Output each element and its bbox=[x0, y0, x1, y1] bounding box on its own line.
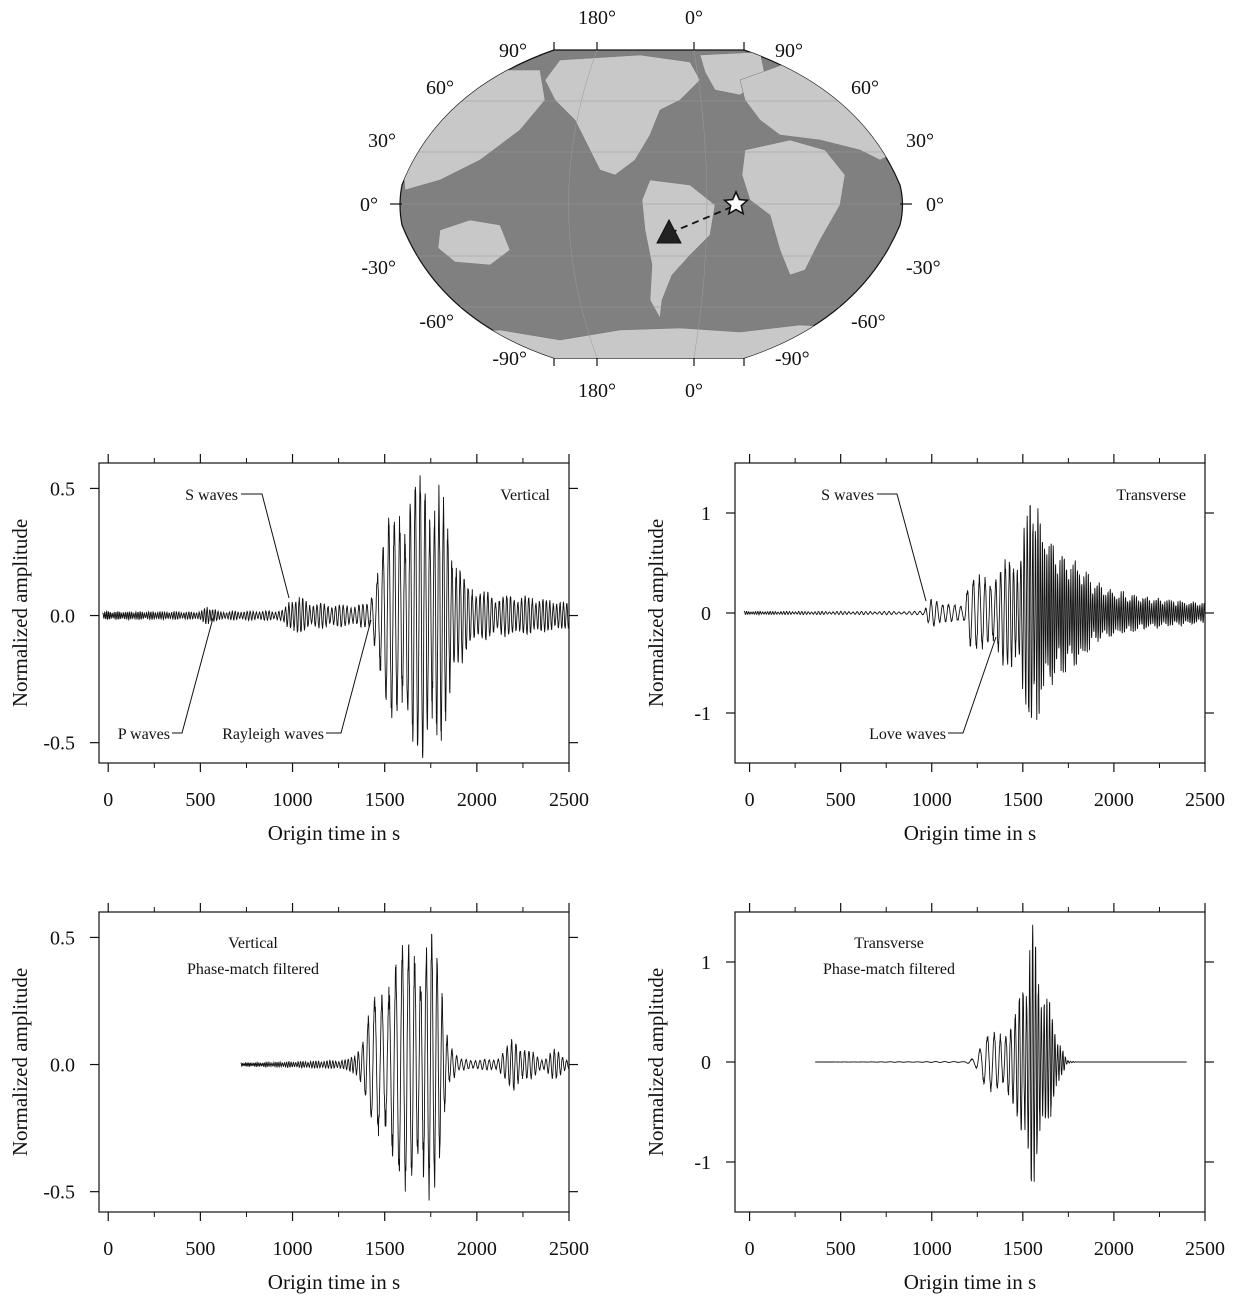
map-lat-right-minus30: -30° bbox=[906, 257, 941, 279]
panel-label-line2: Phase-match filtered bbox=[187, 961, 319, 978]
y-tick-label: -0.5 bbox=[43, 733, 75, 755]
x-tick-label: 500 bbox=[826, 1238, 856, 1260]
seismogram-trace bbox=[240, 933, 570, 1201]
y-tick-label: 1 bbox=[701, 503, 711, 525]
x-tick-label: 500 bbox=[185, 789, 215, 811]
panel-label: Transverse bbox=[1116, 487, 1186, 504]
x-axis-title: Origin time in s bbox=[904, 821, 1036, 845]
leader-love-waves bbox=[948, 636, 997, 734]
y-tick-label: 0.0 bbox=[50, 606, 75, 628]
annotation-rayleigh-waves: Rayleigh waves bbox=[222, 726, 324, 743]
map-lat-right-0: 0° bbox=[926, 194, 944, 216]
land-africa bbox=[741, 139, 846, 276]
x-tick-label: 1000 bbox=[912, 789, 952, 811]
x-tick-label: 1500 bbox=[365, 1238, 405, 1260]
y-axis-title: Normalized amplitude bbox=[8, 968, 32, 1156]
station-triangle-marker bbox=[656, 218, 682, 244]
map-lat-right-30: 30° bbox=[906, 130, 934, 152]
annotation-p-waves: P waves bbox=[118, 726, 170, 743]
map-lon-top-180: 180° bbox=[578, 7, 616, 29]
y-axis-title: Normalized amplitude bbox=[644, 519, 668, 707]
map-lat-right-minus90: -90° bbox=[775, 348, 810, 370]
x-tick-label: 2500 bbox=[1185, 1238, 1225, 1260]
map-lat-right-60: 60° bbox=[851, 77, 879, 99]
panel-label-line1: Transverse bbox=[854, 935, 924, 952]
y-tick-label: 0 bbox=[701, 603, 711, 625]
plot-frame bbox=[98, 911, 570, 1213]
epicenter-star-marker bbox=[722, 190, 750, 216]
map-lat-left-60: 60° bbox=[426, 77, 454, 99]
land-antarctica bbox=[419, 324, 881, 358]
x-tick-label: 0 bbox=[103, 1238, 113, 1260]
y-tick-label: 0.5 bbox=[50, 927, 75, 949]
y-tick-label: -1 bbox=[694, 1152, 711, 1174]
seismogram-trace bbox=[102, 475, 570, 759]
x-tick-label: 0 bbox=[103, 789, 113, 811]
map-lon-bottom-180: 180° bbox=[578, 380, 616, 402]
map-lat-left-90: 90° bbox=[499, 40, 527, 62]
x-tick-label: 500 bbox=[826, 789, 856, 811]
x-tick-label: 2000 bbox=[1094, 789, 1134, 811]
leader-p-waves bbox=[172, 617, 214, 734]
x-tick-label: 0 bbox=[745, 789, 755, 811]
annotation-s-waves: S waves bbox=[821, 487, 874, 504]
x-tick-label: 1000 bbox=[912, 1238, 952, 1260]
y-tick-label: -0.5 bbox=[43, 1182, 75, 1204]
panel-label-line2: Phase-match filtered bbox=[823, 961, 955, 978]
y-tick-label: 0.5 bbox=[50, 478, 75, 500]
annotation-love-waves: Love waves bbox=[869, 726, 946, 743]
x-tick-label: 2500 bbox=[549, 1238, 589, 1260]
x-tick-label: 2500 bbox=[1185, 789, 1225, 811]
map-tick-marks bbox=[390, 42, 912, 366]
land-australia bbox=[437, 219, 511, 266]
panel-transverse-filtered: Origin time in s Normalized amplitude Tr… bbox=[644, 903, 1225, 1294]
x-tick-label: 2000 bbox=[457, 789, 497, 811]
x-tick-label: 1000 bbox=[273, 1238, 313, 1260]
map-lon-bottom-0: 0° bbox=[685, 380, 703, 402]
leader-s-waves bbox=[877, 493, 927, 602]
x-tick-label: 2000 bbox=[1094, 1238, 1134, 1260]
map-lat-left-0: 0° bbox=[360, 194, 378, 216]
map-lat-right-minus60: -60° bbox=[851, 311, 886, 333]
map-lat-right-90: 90° bbox=[775, 40, 803, 62]
panel-vertical: Origin time in s Normalized amplitude Ve… bbox=[8, 454, 589, 845]
y-tick-label: 0 bbox=[701, 1052, 711, 1074]
x-tick-label: 0 bbox=[745, 1238, 755, 1260]
x-tick-label: 1500 bbox=[1003, 789, 1043, 811]
seismogram-trace bbox=[815, 924, 1187, 1182]
map-lat-left-minus90: -90° bbox=[492, 348, 527, 370]
panel-vertical-filtered: Origin time in s Normalized amplitude Ve… bbox=[8, 903, 589, 1294]
world-map: 180° 0° 180° 0° 90° 60° 30° 0° -30° -60°… bbox=[360, 7, 944, 402]
x-axis-title: Origin time in s bbox=[904, 1270, 1036, 1294]
map-lon-top-0: 0° bbox=[685, 7, 703, 29]
map-lat-left-minus60: -60° bbox=[419, 311, 454, 333]
y-axis-title: Normalized amplitude bbox=[644, 968, 668, 1156]
x-tick-label: 500 bbox=[185, 1238, 215, 1260]
x-tick-label: 2500 bbox=[549, 789, 589, 811]
x-axis-title: Origin time in s bbox=[268, 1270, 400, 1294]
seismogram-trace bbox=[743, 505, 1206, 720]
y-tick-label: 0.0 bbox=[50, 1055, 75, 1077]
plot-frame bbox=[98, 462, 570, 764]
map-lat-left-30: 30° bbox=[368, 130, 396, 152]
y-tick-label: 1 bbox=[701, 952, 711, 974]
x-tick-label: 1500 bbox=[1003, 1238, 1043, 1260]
x-tick-label: 1500 bbox=[365, 789, 405, 811]
land-south-america bbox=[641, 179, 716, 319]
land-north-america bbox=[544, 54, 701, 176]
map-lat-left-minus30: -30° bbox=[361, 257, 396, 279]
x-axis-title: Origin time in s bbox=[268, 821, 400, 845]
panel-transverse: Origin time in s Normalized amplitude Tr… bbox=[644, 454, 1225, 845]
panel-label-line1: Vertical bbox=[228, 935, 278, 952]
leader-s-waves bbox=[241, 493, 290, 599]
annotation-s-waves: S waves bbox=[185, 487, 238, 504]
x-tick-label: 2000 bbox=[457, 1238, 497, 1260]
panel-label: Vertical bbox=[500, 487, 550, 504]
y-axis-title: Normalized amplitude bbox=[8, 519, 32, 707]
leader-rayleigh-waves bbox=[326, 619, 372, 734]
y-tick-label: -1 bbox=[694, 703, 711, 725]
x-tick-label: 1000 bbox=[273, 789, 313, 811]
